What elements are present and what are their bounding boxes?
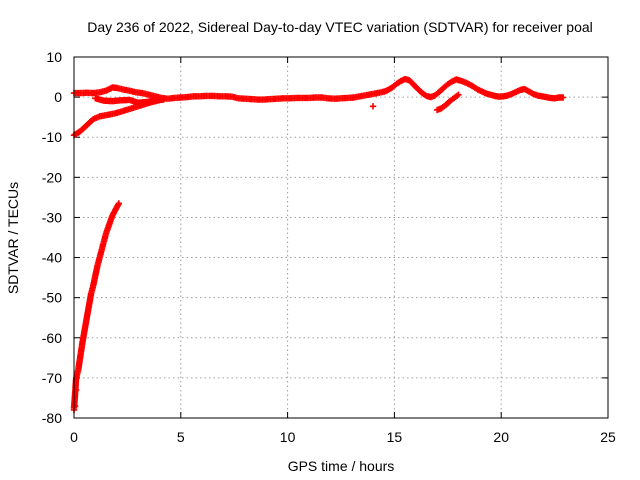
x-axis-label: GPS time / hours <box>288 458 395 474</box>
y-tick-label: 0 <box>54 89 62 105</box>
data-point <box>559 94 567 101</box>
y-axis-label: SDTVAR / TECUs <box>5 182 21 294</box>
data-point <box>115 200 123 207</box>
data-point <box>455 91 462 98</box>
y-tick-label: 10 <box>46 49 62 65</box>
x-tick-label: 5 <box>177 429 185 445</box>
series-steep-segment <box>70 200 123 412</box>
plot-frame <box>73 56 609 419</box>
x-tick-label: 15 <box>387 429 403 445</box>
x-tick-label: 0 <box>70 429 78 445</box>
x-tick-label: 10 <box>280 429 296 445</box>
series-late-dip <box>433 91 462 114</box>
data-point <box>369 103 377 110</box>
x-tick-label: 20 <box>493 429 509 445</box>
y-tick-label: -50 <box>42 290 62 306</box>
axis-ticks: 0 5 10 15 20 25 10 0 -10 -20 -30 -40 -50 -60 -70 -80 <box>42 49 616 445</box>
y-tick-label: -60 <box>42 330 62 346</box>
y-tick-label: -40 <box>42 250 62 266</box>
grid <box>74 57 608 418</box>
y-tick-label: -80 <box>42 410 62 426</box>
data-point <box>71 402 79 410</box>
y-tick-label: -70 <box>42 370 62 386</box>
x-tick-label: 25 <box>600 429 616 445</box>
y-tick-label: -10 <box>42 129 62 145</box>
data-point <box>160 95 167 103</box>
chart-title: Day 236 of 2022, Sidereal Day-to-day VTE… <box>87 19 593 35</box>
series-rising-band <box>70 95 167 139</box>
data-series <box>70 75 567 414</box>
series-upper-band <box>70 75 567 103</box>
y-tick-label: -30 <box>42 209 62 225</box>
y-tick-label: -20 <box>42 169 62 185</box>
